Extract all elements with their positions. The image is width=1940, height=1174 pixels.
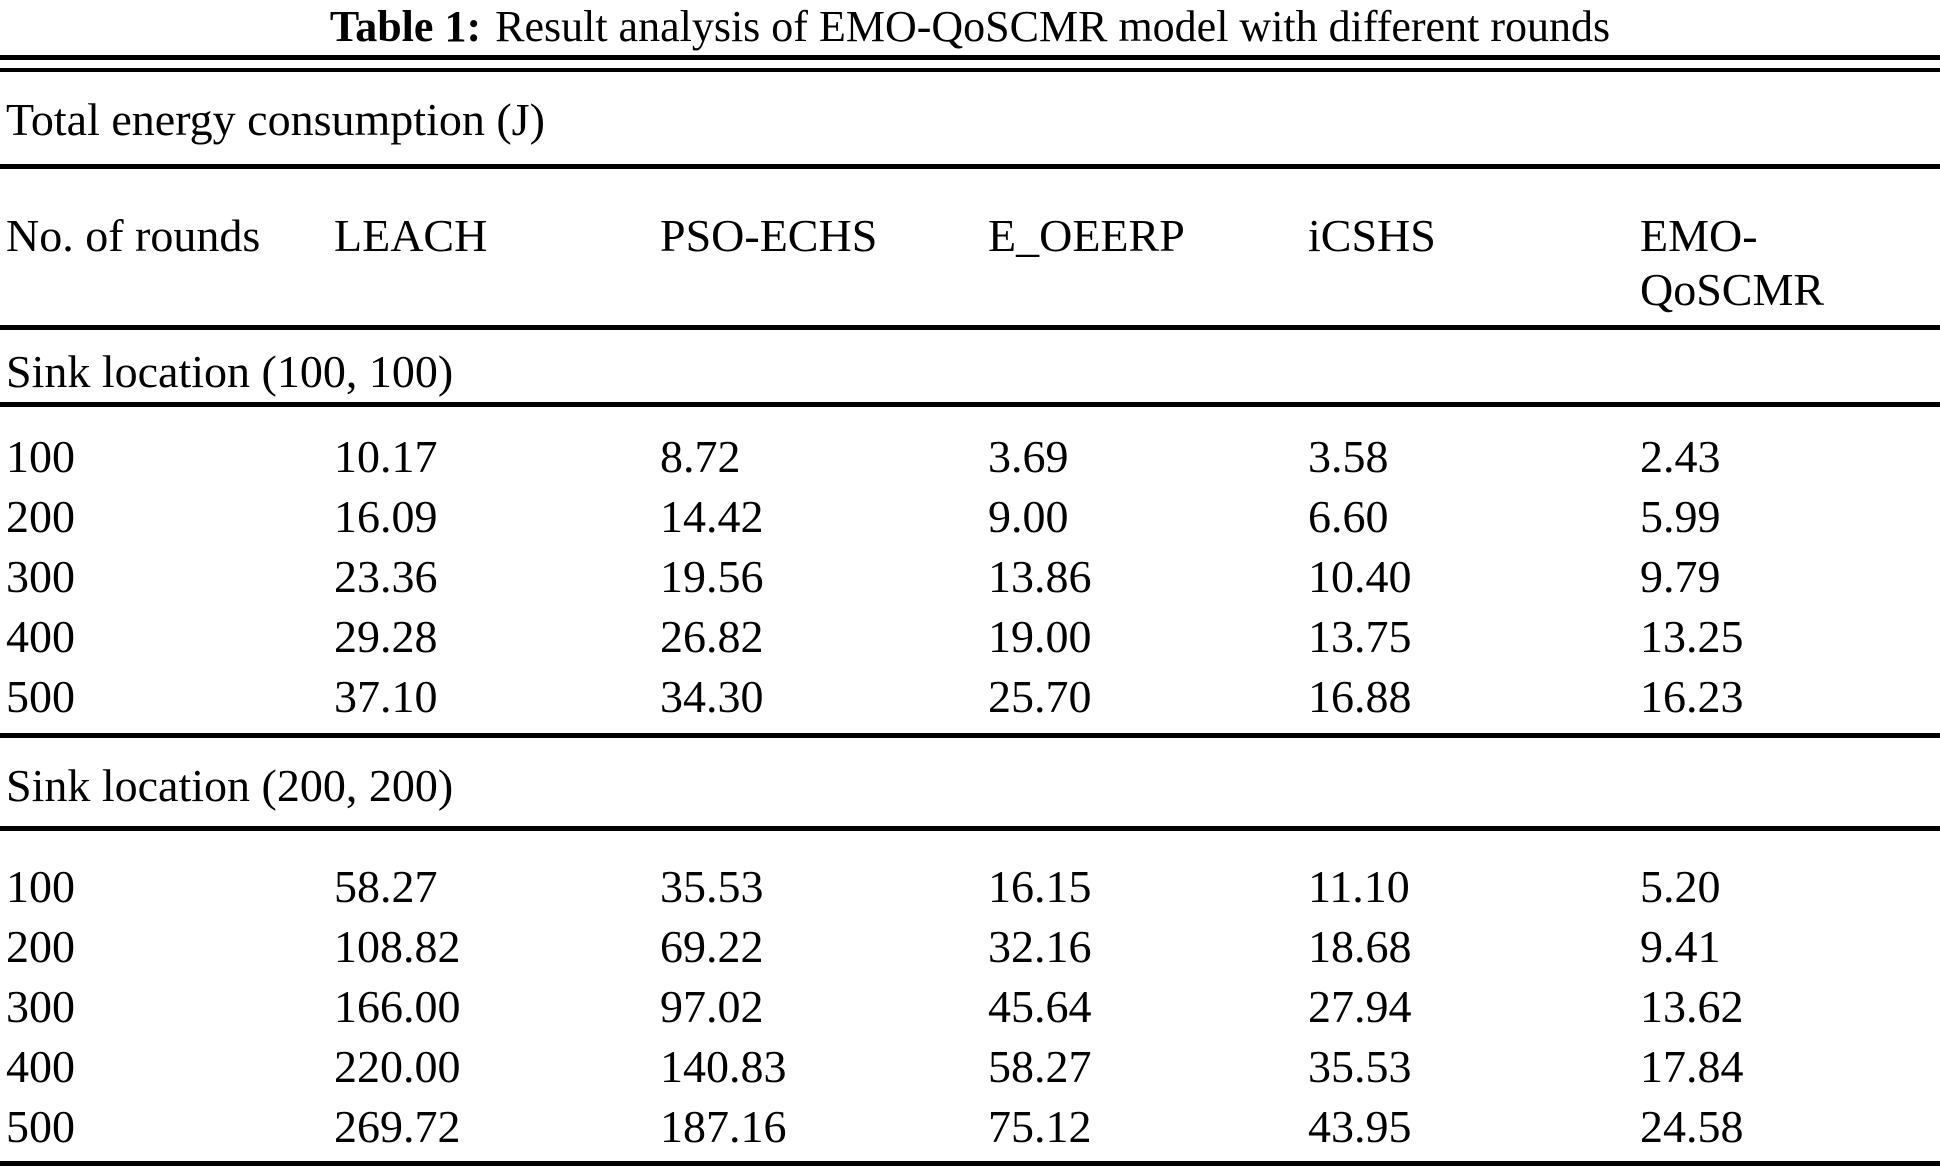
table-row: 300 166.00 97.02 45.64 27.94 13.62 <box>0 977 1940 1037</box>
cell-icshs: 11.10 <box>1308 861 1410 912</box>
section-label-sink-200: Sink location (200, 200) <box>6 760 454 811</box>
cell-leach: 29.28 <box>334 611 438 662</box>
column-header-pso-echs: PSO-ECHS <box>660 210 878 261</box>
table-row: 300 23.36 19.56 13.86 10.40 9.79 <box>0 547 1940 607</box>
cell-e-oeerp: 3.69 <box>988 431 1069 482</box>
table-row: 100 58.27 35.53 16.15 11.10 5.20 <box>0 857 1940 917</box>
table-row: 400 220.00 140.83 58.27 35.53 17.84 <box>0 1037 1940 1097</box>
cell-rounds: 400 <box>6 611 75 662</box>
cell-icshs: 16.88 <box>1308 671 1412 722</box>
table-row: 100 10.17 8.72 3.69 3.58 2.43 <box>0 427 1940 487</box>
cell-rounds: 200 <box>6 491 75 542</box>
cell-emo-qoscmr: 2.43 <box>1640 431 1721 482</box>
table-caption: Total energy consumption (J) <box>6 94 545 145</box>
cell-pso-echs: 140.83 <box>660 1041 787 1092</box>
cell-leach: 108.82 <box>334 921 461 972</box>
cell-emo-qoscmr: 13.25 <box>1640 611 1744 662</box>
cell-icshs: 35.53 <box>1308 1041 1412 1092</box>
cell-leach: 37.10 <box>334 671 438 722</box>
cell-e-oeerp: 9.00 <box>988 491 1069 542</box>
rule-below-header <box>0 325 1940 330</box>
cell-pso-echs: 187.16 <box>660 1101 787 1152</box>
table-row: 400 29.28 26.82 19.00 13.75 13.25 <box>0 607 1940 667</box>
column-header-emo-qoscmr: EMO-QoSCMR <box>1640 210 1825 315</box>
cell-e-oeerp: 19.00 <box>988 611 1092 662</box>
cell-e-oeerp: 45.64 <box>988 981 1092 1032</box>
cell-leach: 166.00 <box>334 981 461 1032</box>
cell-pso-echs: 19.56 <box>660 551 764 602</box>
table-row: 500 269.72 187.16 75.12 43.95 24.58 <box>0 1097 1940 1157</box>
table-row: 500 37.10 34.30 25.70 16.88 16.23 <box>0 667 1940 727</box>
cell-rounds: 100 <box>6 431 75 482</box>
table-title: Table 1: Result analysis of EMO-QoSCMR mo… <box>0 0 1940 51</box>
rule-below-section-1-label <box>0 402 1940 407</box>
bottom-rule <box>0 1161 1940 1166</box>
rule-below-caption <box>0 164 1940 169</box>
cell-emo-qoscmr: 16.23 <box>1640 671 1744 722</box>
cell-icshs: 3.58 <box>1308 431 1389 482</box>
table-row: 200 108.82 69.22 32.16 18.68 9.41 <box>0 917 1940 977</box>
cell-emo-qoscmr: 13.62 <box>1640 981 1744 1032</box>
section-label-sink-100: Sink location (100, 100) <box>6 346 454 397</box>
table-title-text: Result analysis of EMO-QoSCMR model with… <box>495 2 1611 51</box>
cell-pso-echs: 14.42 <box>660 491 764 542</box>
cell-rounds: 300 <box>6 551 75 602</box>
cell-e-oeerp: 16.15 <box>988 861 1092 912</box>
table-row: 200 16.09 14.42 9.00 6.60 5.99 <box>0 487 1940 547</box>
cell-rounds: 300 <box>6 981 75 1032</box>
cell-rounds: 100 <box>6 861 75 912</box>
table-header-row: No. of rounds LEACH PSO-ECHS E_OEERP iCS… <box>0 169 1940 325</box>
column-header-rounds: No. of rounds <box>6 210 261 261</box>
cell-icshs: 13.75 <box>1308 611 1412 662</box>
rule-below-section-1 <box>0 733 1940 738</box>
cell-emo-qoscmr: 5.20 <box>1640 861 1721 912</box>
cell-pso-echs: 34.30 <box>660 671 764 722</box>
cell-pso-echs: 8.72 <box>660 431 741 482</box>
cell-emo-qoscmr: 9.41 <box>1640 921 1721 972</box>
section-2-rows: 100 58.27 35.53 16.15 11.10 5.20 200 108… <box>0 831 1940 1161</box>
cell-emo-qoscmr: 5.99 <box>1640 491 1721 542</box>
cell-rounds: 500 <box>6 671 75 722</box>
cell-icshs: 6.60 <box>1308 491 1389 542</box>
cell-leach: 58.27 <box>334 861 438 912</box>
cell-icshs: 10.40 <box>1308 551 1412 602</box>
cell-e-oeerp: 25.70 <box>988 671 1092 722</box>
cell-pso-echs: 26.82 <box>660 611 764 662</box>
top-double-rule <box>0 55 1940 72</box>
cell-pso-echs: 35.53 <box>660 861 764 912</box>
cell-leach: 10.17 <box>334 431 438 482</box>
rule-below-section-2-label <box>0 826 1940 831</box>
cell-icshs: 43.95 <box>1308 1101 1412 1152</box>
cell-rounds: 500 <box>6 1101 75 1152</box>
cell-pso-echs: 97.02 <box>660 981 764 1032</box>
cell-leach: 220.00 <box>334 1041 461 1092</box>
column-header-icshs: iCSHS <box>1308 210 1436 261</box>
cell-rounds: 200 <box>6 921 75 972</box>
cell-e-oeerp: 58.27 <box>988 1041 1092 1092</box>
cell-e-oeerp: 32.16 <box>988 921 1092 972</box>
cell-leach: 269.72 <box>334 1101 461 1152</box>
cell-pso-echs: 69.22 <box>660 921 764 972</box>
column-header-leach: LEACH <box>334 210 488 261</box>
cell-e-oeerp: 13.86 <box>988 551 1092 602</box>
cell-icshs: 27.94 <box>1308 981 1412 1032</box>
column-header-e-oeerp: E_OEERP <box>988 210 1185 261</box>
section-1-rows: 100 10.17 8.72 3.69 3.58 2.43 200 16.09 … <box>0 407 1940 733</box>
cell-emo-qoscmr: 17.84 <box>1640 1041 1744 1092</box>
table-number-label: Table 1: <box>329 2 482 51</box>
cell-emo-qoscmr: 24.58 <box>1640 1101 1744 1152</box>
cell-e-oeerp: 75.12 <box>988 1101 1092 1152</box>
cell-leach: 16.09 <box>334 491 438 542</box>
cell-icshs: 18.68 <box>1308 921 1412 972</box>
cell-leach: 23.36 <box>334 551 438 602</box>
cell-rounds: 400 <box>6 1041 75 1092</box>
cell-emo-qoscmr: 9.79 <box>1640 551 1721 602</box>
